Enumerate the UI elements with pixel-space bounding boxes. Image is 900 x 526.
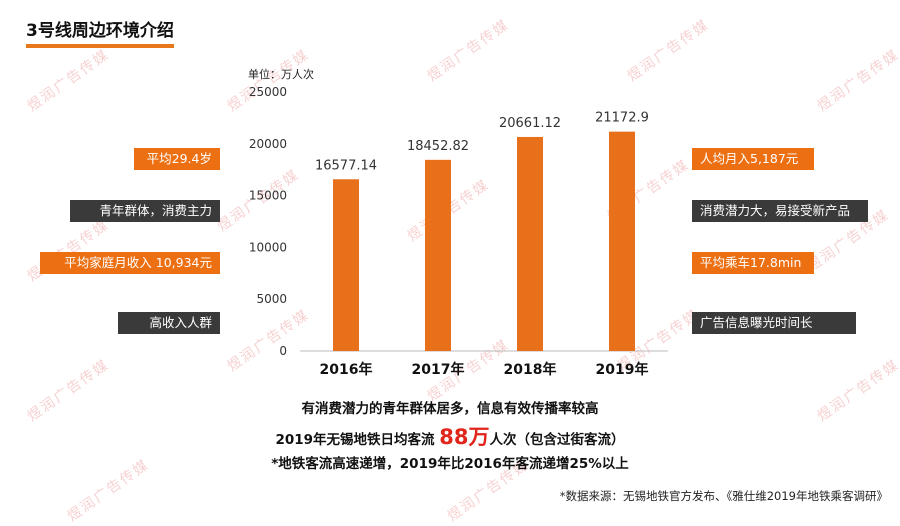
y-tick-label: 10000 — [249, 240, 287, 254]
summary-line-2: 2019年无锡地铁日均客流 88万人次（包含过街客流） — [0, 421, 900, 451]
daily-ridership-highlight: 88万 — [439, 425, 490, 449]
data-label: 21172.9 — [595, 111, 649, 126]
summary-line-1: 有消费潜力的青年群体居多，信息有效传播率较高 — [301, 401, 599, 417]
data-source-note: *数据来源：无锡地铁官方发布、《雅仕维2019年地铁乘客调研》 — [559, 489, 888, 503]
bar — [517, 136, 543, 351]
right-tag-3: 广告信息曝光时间长 — [692, 312, 856, 334]
left-tag-1: 青年群体，消费主力 — [70, 200, 220, 222]
left-tag-0-text: 平均29.4岁 — [146, 151, 212, 166]
unit-label: 单位：万人次 — [248, 68, 314, 81]
left-tag-2: 平均家庭月收入 10,934元 — [40, 252, 220, 274]
left-tag-3-text: 高收入人群 — [149, 315, 212, 330]
left-tag-3: 高收入人群 — [118, 312, 220, 334]
x-tick-label: 2018年 — [504, 361, 557, 378]
y-tick-label: 20000 — [249, 137, 287, 151]
summary-line-2-suffix: 人次（包含过街客流） — [489, 432, 625, 448]
right-tag-3-text: 广告信息曝光时间长 — [700, 315, 813, 330]
data-label: 18452.82 — [407, 139, 469, 154]
x-tick-label: 2017年 — [412, 361, 465, 378]
y-tick-label: 5000 — [256, 292, 287, 306]
x-tick-label: 2019年 — [596, 361, 649, 378]
bar-chart: 0 5000 10000 15000 20000 25000 16577.14 2016年 18… — [249, 85, 668, 378]
bar — [425, 159, 451, 351]
right-tag-2: 平均乘车17.8min — [692, 252, 814, 274]
y-tick-label: 0 — [279, 344, 287, 358]
data-label: 16577.14 — [315, 158, 377, 173]
summary-line-2-prefix: 2019年无锡地铁日均客流 — [275, 432, 440, 448]
right-tag-0-text: 人均月入5,187元 — [700, 151, 799, 166]
page-title: 3号线周边环境介绍 — [26, 16, 174, 48]
summary-line-3: *地铁客流高速递增，2019年比2016年客流递增25%以上 — [271, 456, 629, 472]
bar — [333, 179, 359, 351]
y-tick-label: 25000 — [249, 85, 287, 99]
right-tag-0: 人均月入5,187元 — [692, 148, 814, 170]
left-tag-0: 平均29.4岁 — [134, 148, 220, 170]
right-tag-2-text: 平均乘车17.8min — [700, 255, 802, 270]
x-tick-label: 2016年 — [320, 361, 373, 378]
left-tag-1-text: 青年群体，消费主力 — [99, 203, 212, 218]
right-tag-1-text: 消费潜力大，易接受新产品 — [700, 203, 851, 218]
bar — [609, 131, 635, 351]
data-label: 20661.12 — [499, 116, 561, 131]
left-tag-2-text: 平均家庭月收入 10,934元 — [64, 255, 212, 270]
right-tag-1: 消费潜力大，易接受新产品 — [692, 200, 868, 222]
y-tick-label: 15000 — [249, 189, 287, 203]
